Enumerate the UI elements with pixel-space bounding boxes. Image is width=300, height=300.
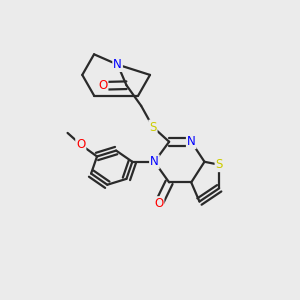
Text: N: N [113,58,122,71]
Text: O: O [98,79,107,92]
Text: O: O [76,138,86,151]
Text: N: N [187,135,196,148]
Text: S: S [149,121,157,134]
Text: O: O [154,197,164,210]
Text: S: S [215,158,223,171]
Text: N: N [150,155,159,168]
